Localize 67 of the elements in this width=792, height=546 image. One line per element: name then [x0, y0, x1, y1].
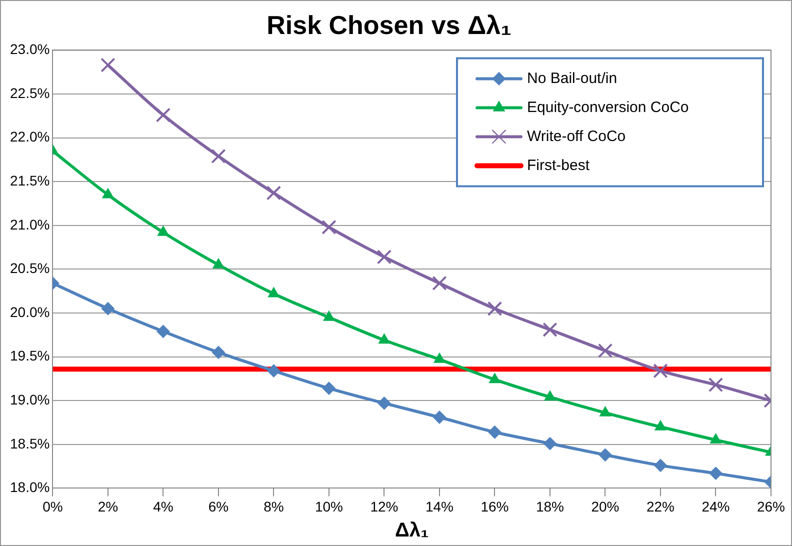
- y-tick-label: 21.0%: [10, 216, 50, 232]
- point: [598, 343, 613, 358]
- point: [102, 188, 114, 198]
- point: [212, 258, 224, 268]
- point: [267, 364, 280, 378]
- x-tick-label: 24%: [702, 498, 730, 514]
- point: [543, 437, 556, 450]
- y-tick-label: 20.5%: [10, 260, 50, 276]
- point: [158, 226, 169, 236]
- point: [654, 458, 667, 472]
- x-tick-label: 2%: [98, 498, 118, 514]
- y-tick-label: 18.5%: [10, 435, 50, 452]
- point: [542, 322, 558, 338]
- x-tick-label: 8%: [264, 498, 284, 514]
- point: [156, 108, 171, 122]
- point: [488, 426, 502, 439]
- point: [378, 334, 390, 344]
- point: [708, 377, 724, 392]
- x-tick-label: 22%: [646, 498, 675, 514]
- point: [268, 287, 280, 298]
- chart-title: Risk Chosen vs Δλ₁: [266, 10, 512, 40]
- x-tick-label: 4%: [153, 498, 174, 514]
- y-tick-label: 22.5%: [10, 84, 50, 101]
- x-tick-label: 6%: [208, 498, 229, 514]
- y-tick-label: 23.0%: [10, 41, 50, 58]
- x-tick-label: 10%: [314, 498, 343, 514]
- legend-label: No Bail-out/in: [527, 70, 618, 87]
- point: [376, 250, 392, 264]
- point: [598, 448, 612, 462]
- x-tick-label: 26%: [756, 498, 786, 514]
- x-tick-label: 0%: [42, 498, 63, 514]
- y-tick-label: 22.0%: [10, 128, 50, 145]
- x-tick-label: 14%: [425, 498, 454, 514]
- x-tick-label: 20%: [591, 498, 620, 514]
- legend-label: Write-off CoCo: [527, 128, 626, 145]
- y-tick-label: 21.5%: [10, 172, 50, 188]
- point: [322, 382, 336, 395]
- point: [211, 148, 226, 164]
- point: [544, 390, 556, 401]
- legend-label: Equity-conversion CoCo: [527, 98, 689, 116]
- point: [101, 302, 114, 316]
- y-tick-label: 18.0%: [10, 479, 50, 496]
- point: [432, 410, 446, 424]
- y-tick-label: 19.0%: [10, 391, 50, 408]
- point: [212, 346, 225, 359]
- point: [487, 301, 502, 316]
- point: [100, 58, 116, 72]
- point: [710, 434, 722, 444]
- point: [489, 373, 500, 384]
- legend-label: First-best: [527, 156, 590, 174]
- x-tick-label: 16%: [480, 498, 509, 514]
- point: [378, 396, 391, 410]
- y-tick-label: 20.0%: [10, 304, 50, 320]
- x-axis-title: Δλ₁: [394, 520, 429, 542]
- point: [434, 352, 446, 363]
- point: [709, 466, 722, 480]
- point: [653, 363, 668, 378]
- x-tick-label: 18%: [536, 498, 564, 514]
- x-tick-label: 12%: [370, 498, 398, 514]
- point: [654, 420, 666, 430]
- y-tick-label: 19.5%: [10, 348, 50, 364]
- point: [323, 310, 335, 321]
- point: [432, 276, 447, 291]
- point: [322, 220, 336, 235]
- point: [600, 406, 611, 416]
- point: [156, 324, 170, 338]
- point: [266, 186, 282, 200]
